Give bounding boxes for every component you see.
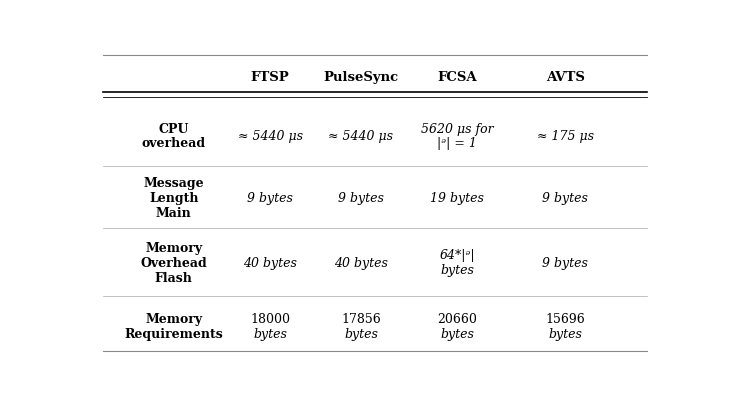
Text: bytes: bytes xyxy=(441,263,474,277)
Text: Length: Length xyxy=(149,191,198,205)
Text: Memory: Memory xyxy=(145,312,202,325)
Text: 18000: 18000 xyxy=(250,312,290,325)
Text: overhead: overhead xyxy=(142,137,206,150)
Text: 40 bytes: 40 bytes xyxy=(243,256,297,269)
Text: bytes: bytes xyxy=(548,327,582,340)
Text: ≈ 5440 μs: ≈ 5440 μs xyxy=(238,130,303,143)
Text: Overhead: Overhead xyxy=(141,256,207,269)
Text: 9 bytes: 9 bytes xyxy=(338,191,384,205)
Text: bytes: bytes xyxy=(441,327,474,340)
Text: 64*|ᵊ|: 64*|ᵊ| xyxy=(440,249,475,262)
Text: 19 bytes: 19 bytes xyxy=(430,191,485,205)
Text: FCSA: FCSA xyxy=(438,71,477,84)
Text: Main: Main xyxy=(156,206,192,219)
Text: Message: Message xyxy=(143,176,204,190)
Text: bytes: bytes xyxy=(253,327,287,340)
Text: 40 bytes: 40 bytes xyxy=(334,256,388,269)
Text: 9 bytes: 9 bytes xyxy=(542,191,588,205)
Text: Memory: Memory xyxy=(145,241,202,254)
Text: 9 bytes: 9 bytes xyxy=(542,256,588,269)
Text: 17856: 17856 xyxy=(341,312,381,325)
Text: ≈ 5440 μs: ≈ 5440 μs xyxy=(329,130,394,143)
Text: |ᵊ| = 1: |ᵊ| = 1 xyxy=(438,137,477,150)
Text: AVTS: AVTS xyxy=(546,71,585,84)
Text: 9 bytes: 9 bytes xyxy=(247,191,293,205)
Text: 15696: 15696 xyxy=(545,312,585,325)
Text: FTSP: FTSP xyxy=(251,71,290,84)
Text: 20660: 20660 xyxy=(438,312,477,325)
Text: 5620 μs for: 5620 μs for xyxy=(421,122,493,135)
Text: CPU: CPU xyxy=(159,122,189,135)
Text: Requirements: Requirements xyxy=(124,327,223,340)
Text: bytes: bytes xyxy=(344,327,378,340)
Text: ≈ 175 μs: ≈ 175 μs xyxy=(537,130,594,143)
Text: Flash: Flash xyxy=(155,271,193,284)
Text: PulseSync: PulseSync xyxy=(324,71,398,84)
